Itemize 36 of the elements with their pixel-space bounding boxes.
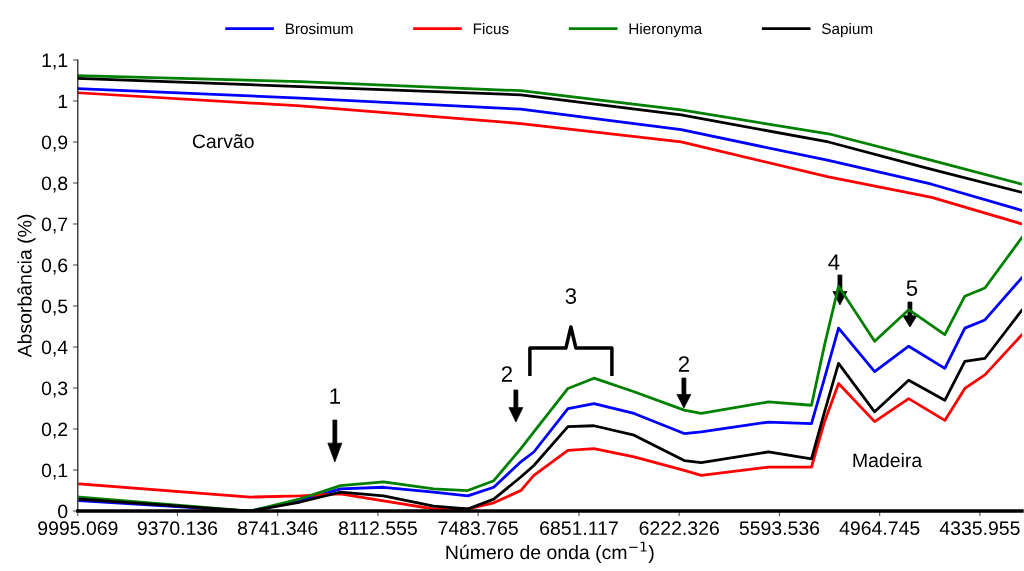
annotation: Carvão [192, 134, 254, 149]
legend-label: Hieronyma [629, 22, 703, 38]
x-tick-label: 8741.346 [237, 521, 318, 536]
annotation: 2 [501, 366, 512, 382]
y-tick-label: 0,5 [41, 299, 68, 316]
x-tick-label: 8112.555 [338, 521, 417, 536]
y-tick-label: 0,8 [41, 176, 68, 193]
y-tick-label: 0,4 [41, 340, 68, 357]
y-tick-label: 1,1 [42, 53, 68, 70]
x-tick-label: 4335.955 [939, 521, 1020, 536]
y-tick-label: 1 [58, 94, 68, 109]
annotation: Madeira [853, 452, 923, 468]
legend-label: Brosimum [285, 22, 353, 35]
x-tick-label: 6222.326 [639, 521, 719, 536]
x-tick-label: 5593.536 [739, 521, 820, 536]
x-tick-label: 9995.069 [38, 521, 118, 536]
x-tick-label: 4964.745 [839, 521, 920, 536]
y-tick-label: 0 [58, 504, 68, 519]
y-tick-label: 0,7 [41, 217, 68, 234]
annotation: 1 [330, 388, 340, 404]
annotation: 2 [678, 356, 689, 372]
x-tick-label: 6851.117 [540, 521, 618, 536]
legend-label: Sapium [822, 22, 873, 38]
annotation: 3 [565, 288, 577, 304]
y-axis-title: Absorbância (%) [17, 214, 36, 358]
x-tick-label: 7483.765 [438, 521, 518, 536]
y-tick-label: 0,2 [41, 422, 68, 439]
annotation: 5 [906, 280, 918, 296]
y-tick-label: 0,9 [41, 135, 68, 152]
y-tick-label: 0,1 [41, 463, 68, 480]
y-tick-label: 0,6 [41, 258, 68, 275]
x-tick-label: 9370.136 [137, 521, 218, 536]
y-tick-label: 0,3 [41, 381, 68, 398]
x-axis-title: Número de onda (cm$^{−1}$) [446, 541, 654, 564]
annotation: 4 [828, 254, 840, 270]
legend-label: Ficus [473, 22, 509, 35]
